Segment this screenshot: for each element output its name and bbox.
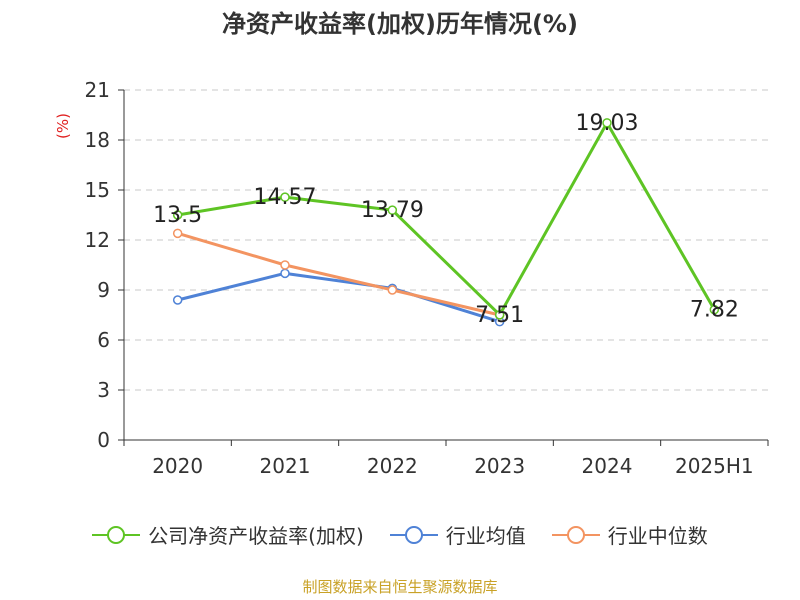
y-tick-label: 15 [85, 178, 110, 202]
data-label: 13.5 [153, 203, 202, 228]
data-point[interactable] [602, 118, 612, 128]
legend-marker-industry-median [551, 525, 600, 544]
data-point[interactable] [280, 260, 290, 270]
legend-label-company: 公司净资产收益率(加权) [148, 524, 364, 548]
series-company [172, 118, 720, 320]
x-tick-label: 2020 [152, 454, 203, 478]
legend-item-industry-avg[interactable]: 行业均值 [389, 520, 526, 549]
legend-label-industry-avg: 行业均值 [445, 524, 526, 548]
series-industry-median [172, 228, 505, 320]
y-tick-label: 3 [97, 378, 110, 402]
legend-marker-company [92, 525, 141, 544]
legend-label-industry-median: 行业中位数 [607, 524, 708, 548]
source-note: 制图数据来自恒生聚源数据库 [302, 578, 498, 596]
x-tick-label: 2025H1 [675, 454, 754, 478]
x-tick-label: 2022 [367, 454, 418, 478]
x-tick-label: 2021 [260, 454, 311, 478]
data-point[interactable] [387, 285, 398, 295]
y-tick-label: 12 [85, 228, 110, 252]
axes: 0 3 6 9 12 15 18 21 2020 2021 2022 2023 2024 2025H1 [85, 78, 769, 478]
data-labels: 13.5 14.57 13.79 7.51 19.03 7.82 [153, 111, 739, 328]
series-line [177, 271, 501, 324]
series-line [177, 231, 501, 317]
x-tick-label: 2024 [582, 454, 633, 478]
legend-item-company[interactable]: 公司净资产收益率(加权) [92, 520, 364, 549]
series-lines [172, 118, 720, 327]
data-label: 7.82 [690, 298, 739, 323]
data-point[interactable] [172, 210, 183, 220]
series-line [177, 121, 716, 317]
data-point[interactable] [172, 295, 183, 305]
data-label: 14.57 [254, 185, 317, 210]
chart-title: 净资产收益率(加权)历年情况(%) [222, 10, 578, 38]
y-tick-label: 0 [97, 428, 110, 452]
gridlines [124, 89, 768, 391]
x-tick-label: 2023 [474, 454, 525, 478]
data-point[interactable] [709, 304, 720, 315]
y-axis-unit-label: (%) [54, 113, 72, 139]
data-point[interactable] [172, 228, 183, 239]
data-label: 13.79 [361, 198, 424, 223]
legend-marker-industry-avg [389, 525, 438, 544]
y-tick-label: 21 [85, 78, 110, 102]
data-label: 19.03 [576, 111, 639, 136]
y-tick-label: 18 [85, 128, 110, 152]
y-tick-label: 9 [97, 278, 110, 302]
data-point[interactable] [280, 192, 290, 202]
data-label: 7.51 [475, 303, 524, 328]
y-tick-label: 6 [97, 328, 110, 352]
legend: 公司净资产收益率(加权) 行业均值 行业中位数 [0, 520, 800, 549]
data-point[interactable] [494, 310, 505, 320]
legend-item-industry-median[interactable]: 行业中位数 [551, 520, 708, 549]
data-point[interactable] [280, 268, 290, 279]
data-point[interactable] [387, 205, 398, 215]
